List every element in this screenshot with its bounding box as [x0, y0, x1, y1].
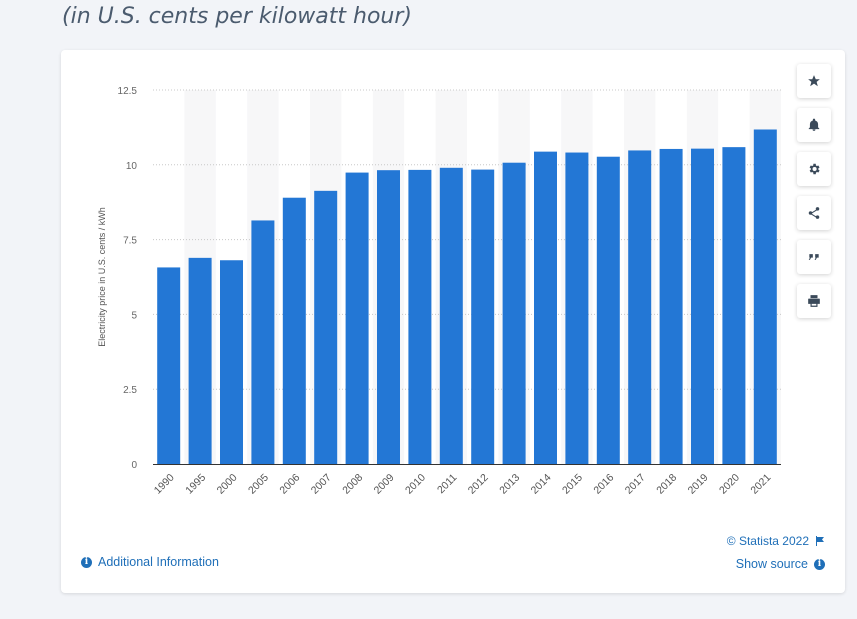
x-tick-label: 2006 — [277, 472, 302, 497]
share-icon — [808, 207, 820, 219]
x-tick-label: 2018 — [654, 472, 679, 497]
info-icon: i — [814, 558, 825, 570]
copyright-text: © Statista 2022 — [726, 534, 809, 548]
copyright-notice: © Statista 2022 — [727, 534, 825, 548]
y-tick-label: 0 — [131, 460, 137, 471]
chart-card: 0 2.5 5 7.5 10 12.5 1990 1995 2000 2005 2006 2007 20… — [61, 50, 845, 593]
bar-2000 — [220, 260, 243, 464]
x-tick-label: 2011 — [435, 472, 460, 497]
additional-information-label: Additional Information — [98, 555, 219, 569]
bar-2017 — [628, 150, 652, 464]
bar-2015 — [565, 152, 589, 464]
chart-subtitle: (in U.S. cents per kilowatt hour) — [62, 4, 412, 29]
share-button[interactable] — [797, 196, 831, 230]
x-tick-label: 2000 — [215, 472, 240, 497]
y-axis-label: Electricity price in U.S. cents / kWh — [97, 207, 107, 347]
cite-button[interactable] — [797, 240, 831, 274]
bar-1990 — [157, 267, 181, 464]
x-tick-label: 2020 — [717, 472, 742, 497]
bar-2016 — [596, 156, 620, 464]
notification-button[interactable] — [797, 108, 831, 142]
info-icon: i — [81, 556, 92, 568]
bar-2007 — [314, 190, 338, 465]
x-tick-label: 2016 — [591, 472, 616, 497]
print-button[interactable] — [797, 284, 831, 318]
x-tick-label: 2015 — [560, 472, 585, 497]
bar-2012 — [471, 169, 495, 464]
bar-2021 — [753, 129, 777, 465]
x-tick-label: 2012 — [466, 472, 491, 497]
y-tick-label: 12.5 — [118, 86, 138, 97]
bar-2009 — [377, 170, 400, 464]
bar-2013 — [502, 162, 526, 464]
x-tick-label: 2017 — [623, 472, 648, 497]
star-icon — [808, 75, 820, 87]
x-tick-label: 2014 — [529, 472, 554, 497]
bar-2014 — [534, 151, 557, 464]
x-tick-label: 2019 — [686, 472, 711, 497]
gear-icon — [809, 163, 820, 175]
bar-2019 — [691, 148, 714, 465]
x-tick-label: 2009 — [372, 472, 397, 497]
favorite-button[interactable] — [797, 64, 831, 98]
additional-information-link[interactable]: i Additional Information — [81, 555, 219, 569]
show-source-label: Show source — [735, 557, 808, 571]
bar-2005 — [251, 220, 275, 464]
bar-2020 — [722, 147, 746, 464]
bar-2011 — [439, 167, 463, 464]
y-tick-label: 7.5 — [123, 236, 137, 247]
x-tick-label: 2013 — [497, 472, 522, 497]
x-tick-label: 2005 — [246, 472, 271, 497]
show-source-link[interactable]: Show source i — [736, 557, 825, 571]
x-tick-label: 2021 — [748, 472, 773, 497]
settings-button[interactable] — [797, 152, 831, 186]
bar-2008 — [345, 172, 369, 464]
y-tick-label: 5 — [131, 310, 137, 321]
y-tick-label: 2.5 — [123, 385, 137, 396]
x-tick-label: 2007 — [309, 472, 334, 497]
printer-icon — [808, 295, 820, 307]
flag-icon[interactable] — [815, 536, 825, 546]
x-tick-label: 1995 — [183, 472, 208, 497]
bar-2010 — [408, 169, 432, 464]
bar-2018 — [659, 148, 683, 465]
chart-toolbar — [797, 64, 833, 328]
x-tick-label: 2010 — [403, 472, 428, 497]
bar-2006 — [282, 197, 306, 464]
bell-icon — [808, 118, 820, 131]
x-tick-label: 1990 — [152, 472, 177, 497]
x-tick-label: 2008 — [340, 472, 365, 497]
quote-icon — [808, 254, 819, 260]
y-tick-label: 10 — [126, 161, 138, 172]
bar-1995 — [188, 257, 212, 464]
